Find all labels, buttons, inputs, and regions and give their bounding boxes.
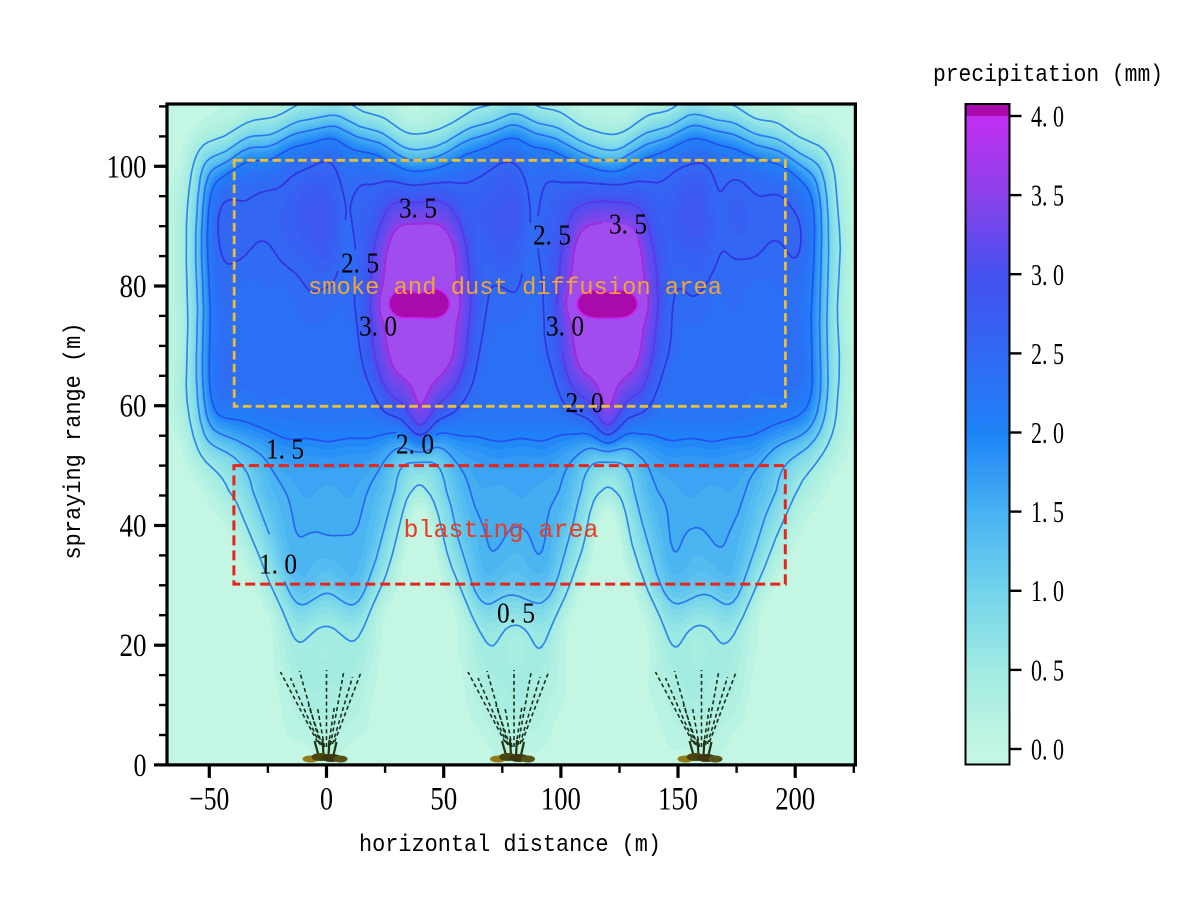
svg-text:smoke and dust diffusion area: smoke and dust diffusion area: [308, 275, 722, 302]
svg-text:horizontal distance (m): horizontal distance (m): [359, 832, 661, 859]
svg-text:3. 5: 3. 5: [609, 210, 647, 241]
svg-text:precipitation (mm): precipitation (mm): [933, 62, 1163, 89]
svg-text:60: 60: [120, 389, 147, 425]
svg-text:150: 150: [658, 782, 698, 818]
svg-text:2. 0: 2. 0: [566, 388, 604, 419]
svg-text:40: 40: [120, 509, 147, 545]
svg-text:1. 5: 1. 5: [266, 435, 304, 466]
svg-text:0: 0: [320, 782, 333, 818]
svg-text:1. 5: 1. 5: [1031, 494, 1064, 529]
svg-text:3. 0: 3. 0: [359, 312, 397, 343]
svg-text:0: 0: [134, 748, 147, 784]
svg-text:4. 0: 4. 0: [1031, 99, 1064, 134]
svg-text:0. 5: 0. 5: [497, 599, 535, 630]
svg-text:100: 100: [541, 782, 581, 818]
svg-text:2. 5: 2. 5: [1031, 336, 1064, 371]
svg-text:0. 0: 0. 0: [1031, 732, 1064, 767]
svg-text:100: 100: [107, 149, 147, 185]
svg-text:spraying range (m): spraying range (m): [61, 323, 88, 560]
svg-text:1. 0: 1. 0: [1031, 573, 1064, 608]
svg-text:3. 5: 3. 5: [1031, 178, 1064, 213]
svg-text:3. 5: 3. 5: [399, 194, 437, 225]
svg-text:0. 5: 0. 5: [1031, 652, 1064, 687]
svg-text:50: 50: [430, 782, 457, 818]
svg-text:3. 0: 3. 0: [546, 312, 584, 343]
svg-text:2. 0: 2. 0: [1031, 415, 1064, 450]
svg-text:200: 200: [775, 782, 815, 818]
svg-text:1. 0: 1. 0: [259, 550, 297, 581]
svg-text:2. 5: 2. 5: [341, 249, 379, 280]
svg-text:blasting area: blasting area: [404, 516, 599, 545]
svg-text:20: 20: [120, 628, 147, 664]
svg-text:−50: −50: [189, 782, 229, 818]
svg-text:2. 0: 2. 0: [396, 430, 434, 461]
svg-text:3. 0: 3. 0: [1031, 257, 1064, 292]
svg-text:80: 80: [120, 269, 147, 305]
svg-text:2. 5: 2. 5: [533, 221, 571, 252]
